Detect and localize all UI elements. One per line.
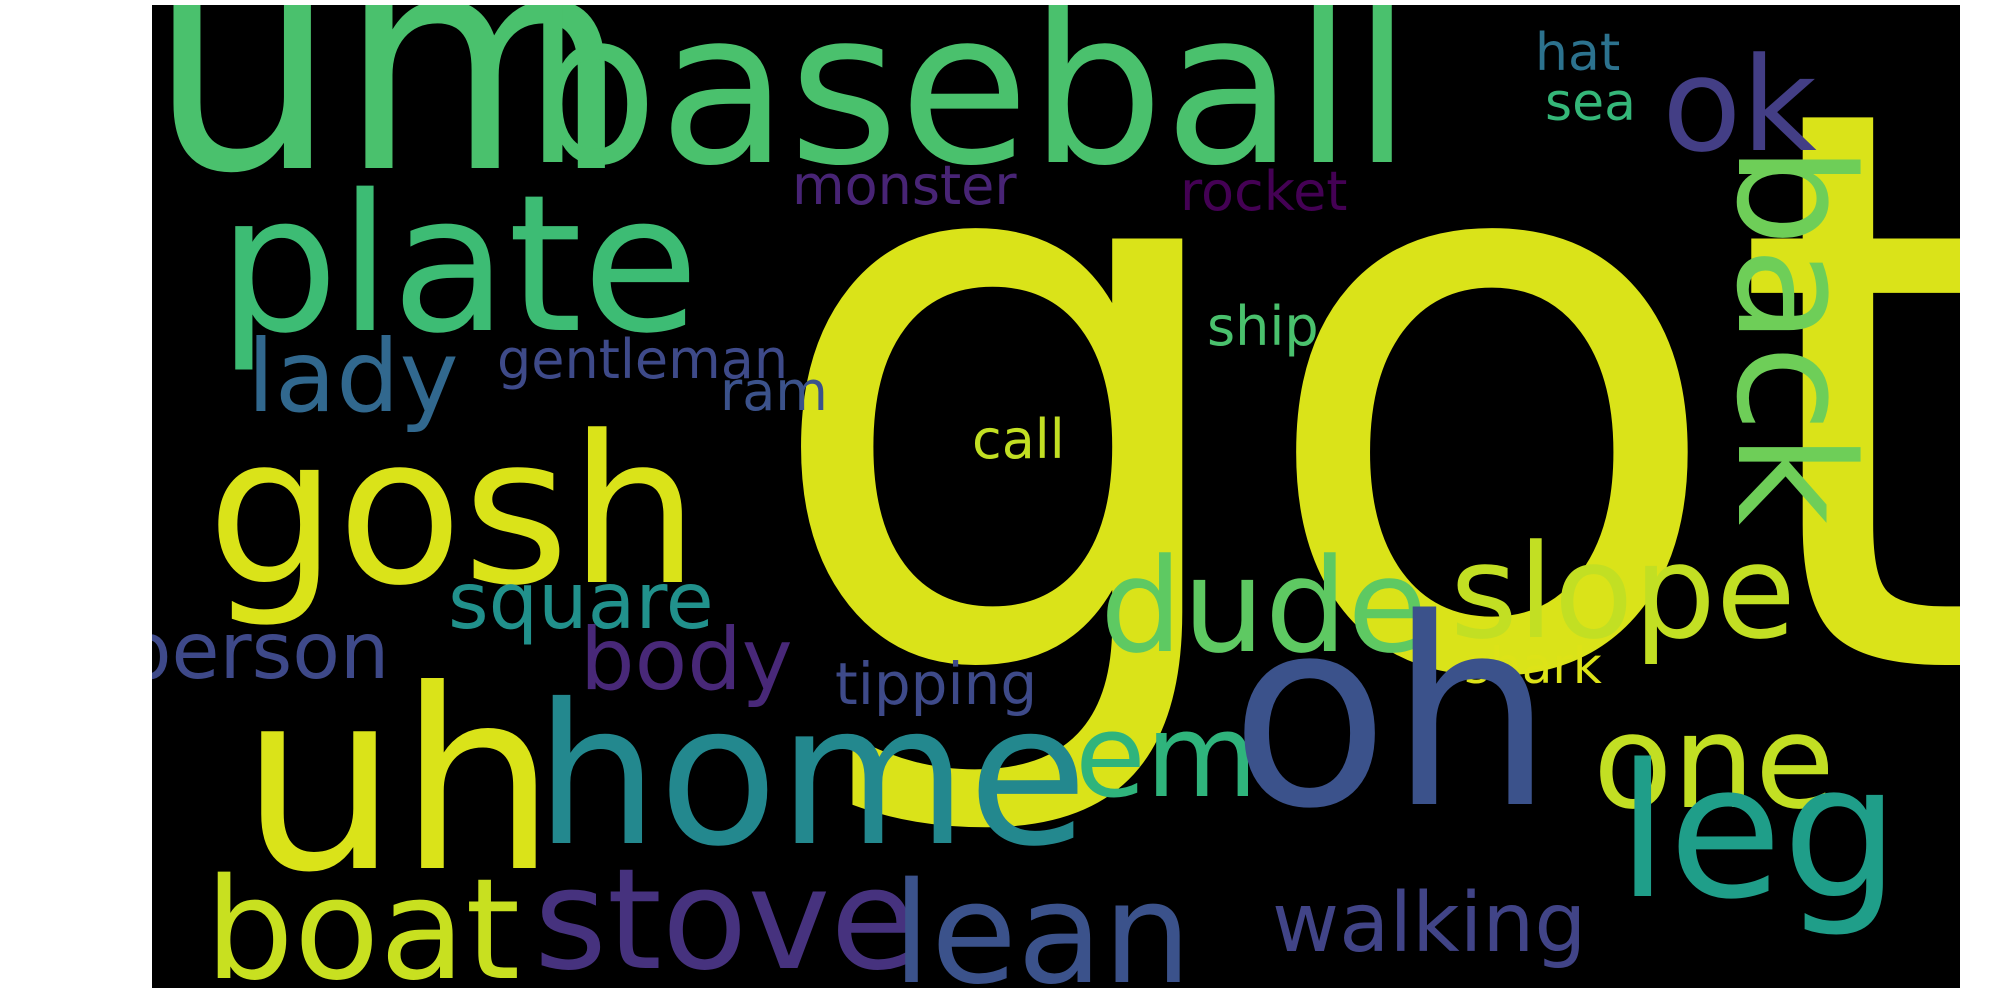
word-tipping: tipping	[835, 650, 1038, 718]
word-monster: monster	[792, 154, 1017, 217]
word-walking: walking	[1272, 876, 1587, 971]
word-ok: ok	[1662, 29, 1817, 181]
word-lean: lean	[892, 853, 1192, 989]
word-home: home	[535, 662, 1088, 889]
word-person: person	[152, 607, 390, 697]
word-call: call	[972, 408, 1065, 471]
word-sea: sea	[1545, 73, 1636, 133]
word-back: back	[1701, 145, 1888, 526]
word-rocket: rocket	[1180, 160, 1348, 223]
word-dude: dude	[1100, 530, 1428, 682]
word-em: em	[1075, 690, 1258, 824]
word-leg: leg	[1617, 724, 1900, 940]
word-plate: plate	[218, 154, 700, 375]
word-got: got	[758, 5, 1960, 849]
word-oh: oh	[1230, 564, 1554, 866]
word-baseball: baseball	[524, 5, 1412, 212]
word-uh: uh	[240, 636, 557, 927]
word-um: um	[152, 5, 631, 239]
word-lady: lady	[247, 318, 459, 435]
word-square: square	[448, 557, 714, 647]
word-ram: ram	[720, 360, 828, 423]
word-slope: slope	[1450, 516, 1796, 668]
word-shark: shark	[1464, 637, 1602, 695]
word-hat: hat	[1535, 23, 1621, 83]
word-stove: stove	[534, 839, 917, 989]
word-gosh: gosh	[207, 393, 700, 631]
word-cloud: got um baseball ok hat sea plate monster rocket b…	[152, 5, 1960, 988]
word-body: body	[580, 610, 793, 710]
word-ship: ship	[1207, 295, 1319, 358]
word-gentleman: gentleman	[497, 328, 789, 391]
word-boat: boat	[205, 849, 521, 989]
word-one: one	[1593, 686, 1835, 838]
